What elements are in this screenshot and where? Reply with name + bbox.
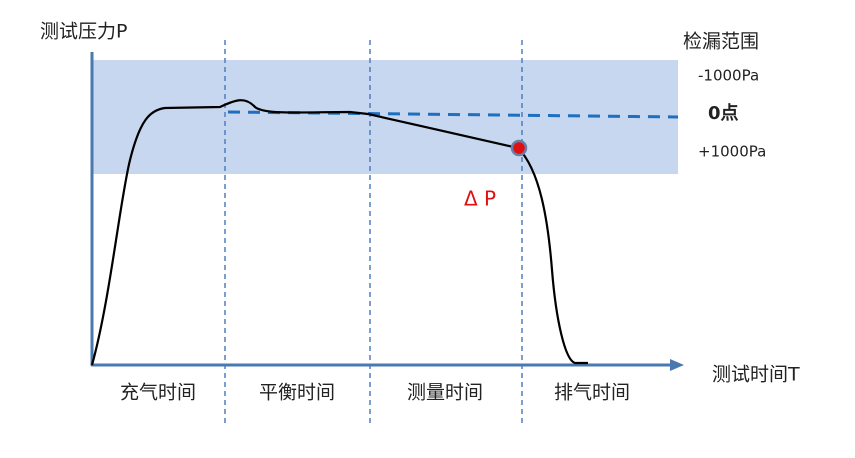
pressure-curve xyxy=(90,99,588,366)
phase-label: 排气时间 xyxy=(554,382,630,404)
x-axis-label: 测试时间T xyxy=(712,364,800,386)
phase-label: 测量时间 xyxy=(407,382,483,404)
phase-label: 平衡时间 xyxy=(259,382,335,404)
band-title: 检漏范围 xyxy=(683,31,759,53)
phase-label: 充气时间 xyxy=(120,382,196,404)
band-lower: +1000Pa xyxy=(698,143,766,161)
x-axis-arrow xyxy=(670,359,684,371)
y-axis-label: 测试压力P xyxy=(40,21,127,43)
measure-point xyxy=(510,139,528,157)
band-upper: -1000Pa xyxy=(698,67,759,85)
delta-label: Δ P xyxy=(464,187,496,211)
zero-line xyxy=(227,110,679,119)
zero-label: 0点 xyxy=(708,102,739,124)
